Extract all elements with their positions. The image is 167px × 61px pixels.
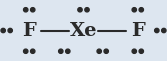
Ellipse shape	[66, 49, 70, 53]
Ellipse shape	[162, 28, 166, 33]
Ellipse shape	[132, 8, 136, 12]
Ellipse shape	[78, 8, 82, 12]
Text: F: F	[131, 21, 145, 40]
Ellipse shape	[1, 28, 5, 33]
Ellipse shape	[104, 49, 108, 53]
Text: F: F	[22, 21, 36, 40]
Ellipse shape	[59, 49, 63, 53]
Ellipse shape	[24, 8, 28, 12]
Ellipse shape	[155, 28, 159, 33]
Ellipse shape	[139, 8, 143, 12]
Ellipse shape	[132, 49, 136, 53]
Ellipse shape	[139, 49, 143, 53]
Ellipse shape	[97, 49, 101, 53]
Ellipse shape	[24, 49, 28, 53]
Ellipse shape	[31, 8, 35, 12]
Ellipse shape	[8, 28, 12, 33]
Text: Xe: Xe	[70, 21, 97, 40]
Ellipse shape	[85, 8, 89, 12]
Ellipse shape	[31, 49, 35, 53]
